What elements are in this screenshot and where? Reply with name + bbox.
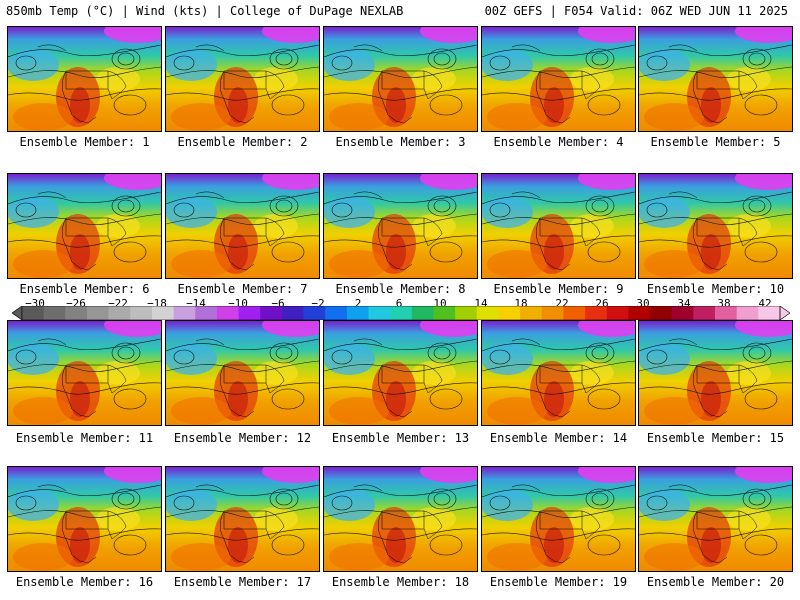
ensemble-map-panel (481, 320, 636, 426)
member-label: Ensemble Member: 18 (331, 575, 470, 589)
temperature-colorbar (12, 306, 790, 320)
member-label: Ensemble Member: 8 (335, 282, 466, 296)
ensemble-map-panel (481, 173, 636, 279)
member-label: Ensemble Member: 19 (489, 575, 628, 589)
ensemble-map-panel (638, 466, 793, 572)
ensemble-map-panel (165, 466, 320, 572)
member-label: Ensemble Member: 20 (646, 575, 785, 589)
ensemble-map-panel (638, 320, 793, 426)
ensemble-map-panel (323, 173, 478, 279)
member-label: Ensemble Member: 9 (493, 282, 624, 296)
ensemble-map-panel (7, 320, 162, 426)
member-label: Ensemble Member: 5 (650, 135, 781, 149)
member-label: Ensemble Member: 3 (335, 135, 466, 149)
ensemble-map-panel (481, 26, 636, 132)
member-label: Ensemble Member: 15 (646, 431, 785, 445)
member-label: Ensemble Member: 17 (173, 575, 312, 589)
ensemble-map-panel (323, 26, 478, 132)
figure-title: 850mb Temp (°C) | Wind (kts) | College o… (6, 4, 404, 18)
ensemble-map-panel (323, 320, 478, 426)
ensemble-map-panel (7, 173, 162, 279)
member-label: Ensemble Member: 11 (15, 431, 154, 445)
member-label: Ensemble Member: 6 (19, 282, 150, 296)
member-label: Ensemble Member: 12 (173, 431, 312, 445)
ensemble-map-panel (7, 26, 162, 132)
ensemble-map-panel (638, 26, 793, 132)
member-label: Ensemble Member: 7 (177, 282, 308, 296)
ensemble-map-panel (7, 466, 162, 572)
ensemble-map-panel (165, 320, 320, 426)
colorbar-tick: 2 (354, 297, 362, 310)
ensemble-map-panel (165, 173, 320, 279)
colorbar-tick: 6 (395, 297, 403, 310)
member-label: Ensemble Member: 4 (493, 135, 624, 149)
ensemble-map-panel (323, 466, 478, 572)
member-label: Ensemble Member: 10 (646, 282, 785, 296)
member-label: Ensemble Member: 14 (489, 431, 628, 445)
ensemble-map-panel (638, 173, 793, 279)
member-label: Ensemble Member: 13 (331, 431, 470, 445)
ensemble-map-panel (481, 466, 636, 572)
member-label: Ensemble Member: 2 (177, 135, 308, 149)
member-label: Ensemble Member: 16 (15, 575, 154, 589)
member-label: Ensemble Member: 1 (19, 135, 150, 149)
ensemble-map-panel (165, 26, 320, 132)
run-valid-time: 00Z GEFS | F054 Valid: 06Z WED JUN 11 20… (484, 4, 788, 18)
